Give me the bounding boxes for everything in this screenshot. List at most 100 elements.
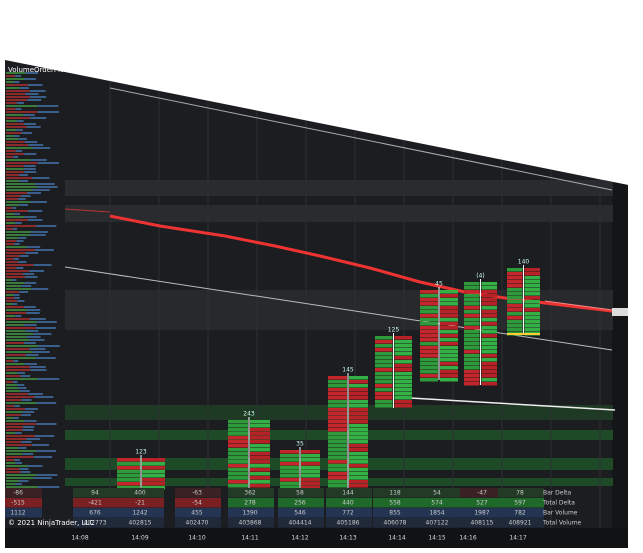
- profile-bar: [24, 123, 37, 125]
- footprint-cell: [420, 302, 438, 306]
- profile-bar: [22, 411, 35, 413]
- stat-value: 597: [514, 500, 526, 507]
- profile-bar: [6, 369, 31, 371]
- profile-bar: [6, 381, 13, 383]
- stat-cell: [498, 508, 544, 518]
- stat-cell: [118, 518, 164, 528]
- profile-bar: [6, 309, 27, 311]
- footprint-cell: [349, 376, 368, 380]
- profile-bar: [28, 270, 45, 272]
- stat-label: Bar Delta: [543, 490, 571, 497]
- footprint-cell: [440, 314, 458, 318]
- profile-bar: [6, 408, 26, 410]
- footprint-cell: [117, 474, 140, 478]
- profile-bar: [23, 306, 36, 308]
- stat-cell: [175, 488, 221, 498]
- stat-value: 402773: [84, 520, 107, 527]
- footprint-cell: [481, 346, 497, 350]
- footprint-cell: [375, 344, 393, 348]
- profile-bar: [6, 303, 13, 305]
- profile-bar: [6, 477, 34, 479]
- footprint-cell: [328, 424, 347, 428]
- profile-bar: [32, 177, 50, 179]
- profile-bar: [31, 288, 49, 290]
- stat-value: 782: [514, 510, 526, 517]
- stat-cell: [175, 498, 221, 508]
- profile-bar: [15, 462, 23, 464]
- profile-bar: [26, 309, 41, 311]
- profile-bar: [6, 135, 15, 137]
- footprint-cell: [349, 468, 368, 472]
- footprint-cell: [420, 338, 438, 342]
- footprint-cell: [375, 348, 393, 352]
- profile-bar: [22, 273, 35, 275]
- footprint-cell: [524, 272, 540, 276]
- profile-bar: [6, 219, 28, 221]
- footprint-cell: [524, 300, 540, 304]
- profile-bar: [6, 195, 21, 197]
- stat-value: 403868: [239, 520, 262, 527]
- footprint-cell: [394, 372, 412, 376]
- profile-bar: [6, 261, 19, 263]
- profile-bar: [30, 201, 47, 203]
- stat-value: -86: [13, 490, 23, 497]
- profile-bar: [32, 147, 51, 149]
- profile-bar: [27, 84, 43, 86]
- footprint-cell: [328, 484, 347, 488]
- footprint-cell: [250, 436, 270, 440]
- profile-bar: [23, 114, 35, 116]
- footprint-cell: [375, 384, 393, 388]
- footprint-cell: [250, 420, 270, 424]
- footprint-cell: [349, 392, 368, 396]
- profile-bar: [15, 483, 22, 485]
- bar-label: 125: [388, 327, 400, 334]
- profile-bar: [6, 336, 27, 338]
- footprint-cell: [142, 478, 165, 482]
- profile-bar: [6, 333, 34, 335]
- footprint-cell: [464, 350, 480, 354]
- profile-bar: [29, 366, 46, 368]
- price-marker: [612, 308, 628, 316]
- profile-bar: [23, 165, 36, 167]
- stat-cell: [460, 488, 506, 498]
- profile-bar: [20, 375, 31, 377]
- stat-cell: [415, 498, 461, 508]
- footprint-cell: [250, 428, 270, 432]
- profile-bar: [25, 408, 38, 410]
- profile-bar: [25, 330, 39, 332]
- profile-bar: [6, 225, 37, 227]
- footprint-cell: [301, 454, 320, 458]
- price-band: [65, 205, 613, 222]
- stat-value: -21: [135, 500, 145, 507]
- footprint-cell: [507, 324, 523, 328]
- stat-value: 772: [342, 510, 354, 517]
- footprint-cell: [524, 304, 540, 308]
- profile-bar: [14, 213, 21, 215]
- footprint-cell: [524, 328, 540, 332]
- time-label: 14:12: [291, 535, 308, 542]
- footprint-cell: [301, 486, 320, 490]
- profile-bar: [16, 129, 23, 131]
- time-label: 14:17: [509, 535, 526, 542]
- footprint-cell: [375, 356, 393, 360]
- bar-label: 35: [296, 441, 304, 448]
- footprint-cell: [301, 474, 320, 478]
- footprint-cell: [464, 290, 480, 294]
- time-label: 14:09: [131, 535, 148, 542]
- profile-bar: [27, 99, 42, 101]
- footprint-cell: [524, 296, 540, 300]
- footprint-cell: [117, 466, 140, 470]
- profile-bar: [6, 141, 25, 143]
- footprint-cell: [349, 464, 368, 468]
- profile-bar: [32, 351, 50, 353]
- profile-bar: [38, 345, 60, 347]
- footprint-cell: [481, 282, 497, 286]
- footprint-cell: [250, 484, 270, 488]
- profile-bar: [6, 192, 27, 194]
- profile-bar: [6, 423, 37, 425]
- footprint-cell: [328, 476, 347, 480]
- stat-cell: [498, 488, 544, 498]
- footprint-cell: [481, 290, 497, 294]
- profile-bar: [6, 435, 35, 437]
- footprint-cell: [420, 370, 438, 374]
